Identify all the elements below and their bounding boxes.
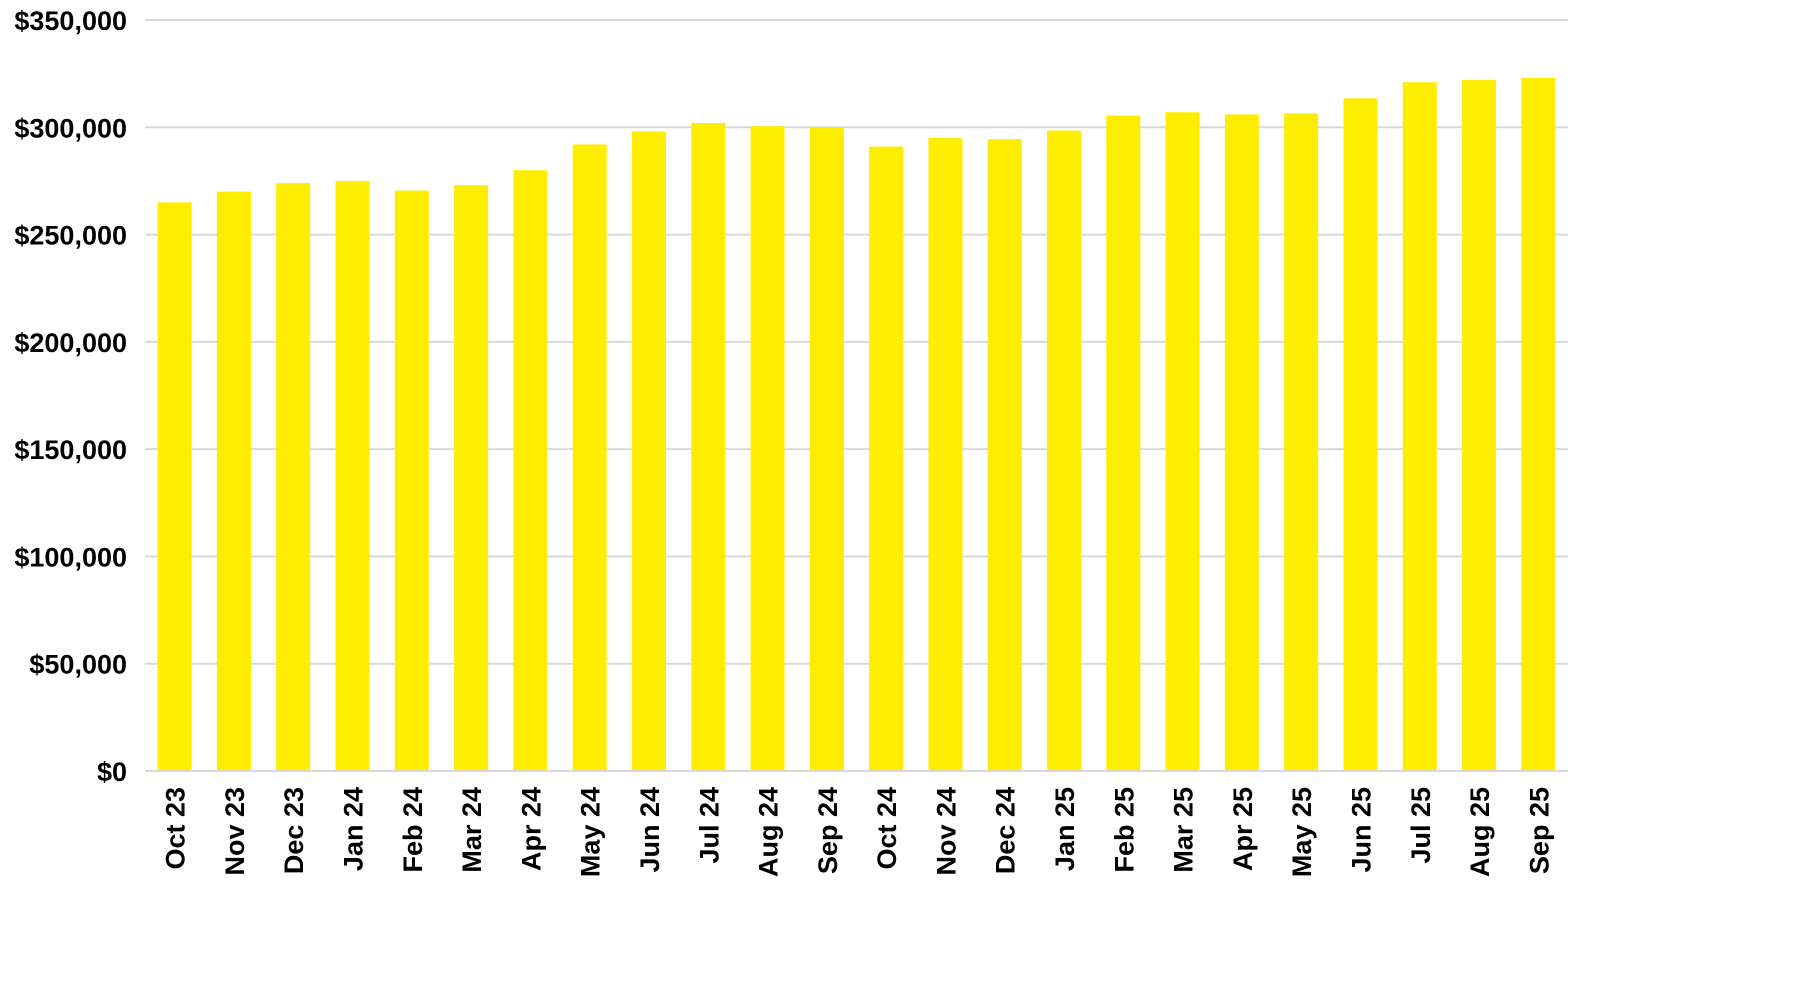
- x-tick-label: Oct 24: [872, 787, 902, 870]
- bar: [869, 146, 904, 771]
- y-tick-label: $300,000: [14, 113, 127, 143]
- bar: [157, 202, 192, 771]
- gridlines: [145, 19, 1568, 772]
- x-tick-label: Feb 24: [398, 787, 428, 873]
- x-axis: Oct 23 Nov 23 Dec 23 Jan 24 Feb 24 Mar 24 Apr …: [145, 770, 1568, 877]
- x-tick-label: Apr 25: [1228, 787, 1258, 871]
- y-tick-label: $150,000: [14, 435, 127, 465]
- x-tick-label: Jun 24: [635, 787, 665, 873]
- x-tick-label: Jan 25: [1050, 787, 1080, 871]
- bar: [1224, 114, 1259, 771]
- bar: [1521, 77, 1556, 772]
- bar: [691, 122, 726, 772]
- y-tick-label: $100,000: [14, 542, 127, 572]
- bar: [1462, 80, 1497, 771]
- y-tick-label: $0: [97, 757, 127, 787]
- x-tick-label: Sep 24: [813, 787, 843, 874]
- bar: [572, 144, 607, 772]
- bar: [335, 180, 370, 771]
- x-tick-label: Sep 25: [1524, 787, 1554, 874]
- bar: [276, 183, 311, 771]
- x-tick-label: Dec 23: [279, 787, 309, 874]
- bar-series: [157, 77, 1556, 772]
- x-tick-label: May 25: [1287, 787, 1317, 877]
- bar: [394, 190, 429, 771]
- x-tick-label: Apr 24: [516, 787, 546, 871]
- bar: [216, 191, 251, 771]
- x-tick-label: Jun 25: [1346, 787, 1376, 873]
- x-tick-label: Nov 24: [931, 787, 961, 876]
- bar: [1047, 130, 1082, 772]
- y-tick-label: $350,000: [14, 6, 127, 36]
- x-tick-label: Aug 24: [754, 787, 784, 877]
- bar: [928, 138, 963, 771]
- bar: [1343, 98, 1378, 771]
- x-tick-label: May 24: [576, 787, 606, 877]
- bar: [750, 126, 785, 771]
- bar: [987, 139, 1022, 771]
- x-tick-label: Mar 25: [1169, 787, 1199, 873]
- x-tick-label: Jul 24: [694, 787, 724, 864]
- y-tick-label: $250,000: [14, 221, 127, 251]
- bar: [513, 170, 548, 771]
- x-tick-label: Jan 24: [339, 787, 369, 871]
- x-tick-label: Oct 23: [161, 787, 191, 870]
- x-tick-label: Mar 24: [457, 787, 487, 873]
- x-tick-label: Jul 25: [1406, 787, 1436, 864]
- x-tick-label: Dec 24: [991, 787, 1021, 874]
- x-tick-label: Feb 25: [1109, 787, 1139, 873]
- y-axis: $0 $50,000 $100,000 $150,000 $200,000 $250,00…: [14, 6, 127, 787]
- y-tick-label: $50,000: [29, 650, 127, 680]
- bar: [631, 131, 666, 771]
- bar: [809, 127, 844, 772]
- bar: [1165, 112, 1200, 771]
- x-tick-label: Nov 23: [220, 787, 250, 876]
- bar: [1106, 115, 1141, 772]
- x-tick-label: Aug 25: [1465, 787, 1495, 877]
- bar: [1284, 113, 1319, 772]
- y-tick-label: $200,000: [14, 328, 127, 358]
- bar: [1402, 82, 1437, 772]
- bar: [454, 185, 489, 772]
